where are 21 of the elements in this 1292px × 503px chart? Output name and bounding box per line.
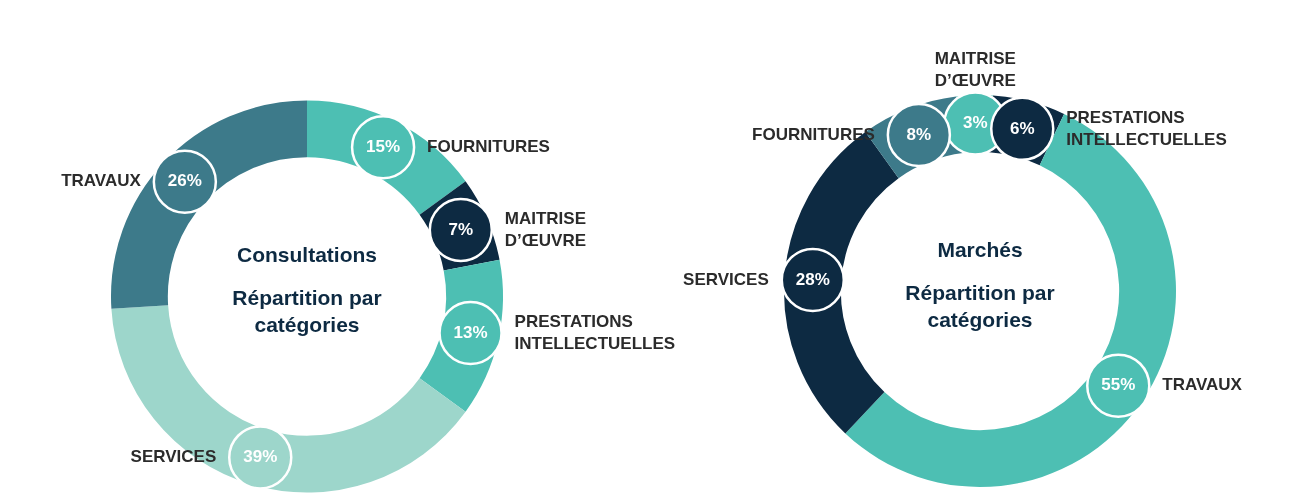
- slice-label: MAITRISE D’ŒUVRE: [934, 49, 1016, 91]
- text: Répartition par catégories: [232, 286, 382, 337]
- slice-label: TRAVAUX: [1162, 375, 1243, 395]
- slice-label: SERVICES: [683, 269, 769, 289]
- data-label: 6%: [1009, 118, 1035, 138]
- data-label: 28%: [795, 269, 830, 289]
- data-label: 15%: [366, 136, 401, 156]
- slice-label: SERVICES: [130, 447, 217, 467]
- text: Marchés: [937, 237, 1023, 261]
- data-label: 39%: [243, 447, 278, 467]
- slice-label: PRESTATIONS INTELLECTUELLES: [514, 311, 676, 353]
- text: Répartition par catégories: [905, 280, 1055, 331]
- data-label: 7%: [448, 219, 474, 239]
- data-label: 55%: [1101, 375, 1136, 395]
- text: Consultations: [237, 243, 377, 267]
- data-label: 13%: [453, 322, 488, 342]
- slice-label: TRAVAUX: [61, 171, 142, 191]
- data-label: 26%: [167, 171, 202, 191]
- data-label: 8%: [906, 124, 932, 144]
- slice-label: FOURNITURES: [427, 136, 550, 156]
- slice-label: MAITRISE D’ŒUVRE: [504, 208, 587, 250]
